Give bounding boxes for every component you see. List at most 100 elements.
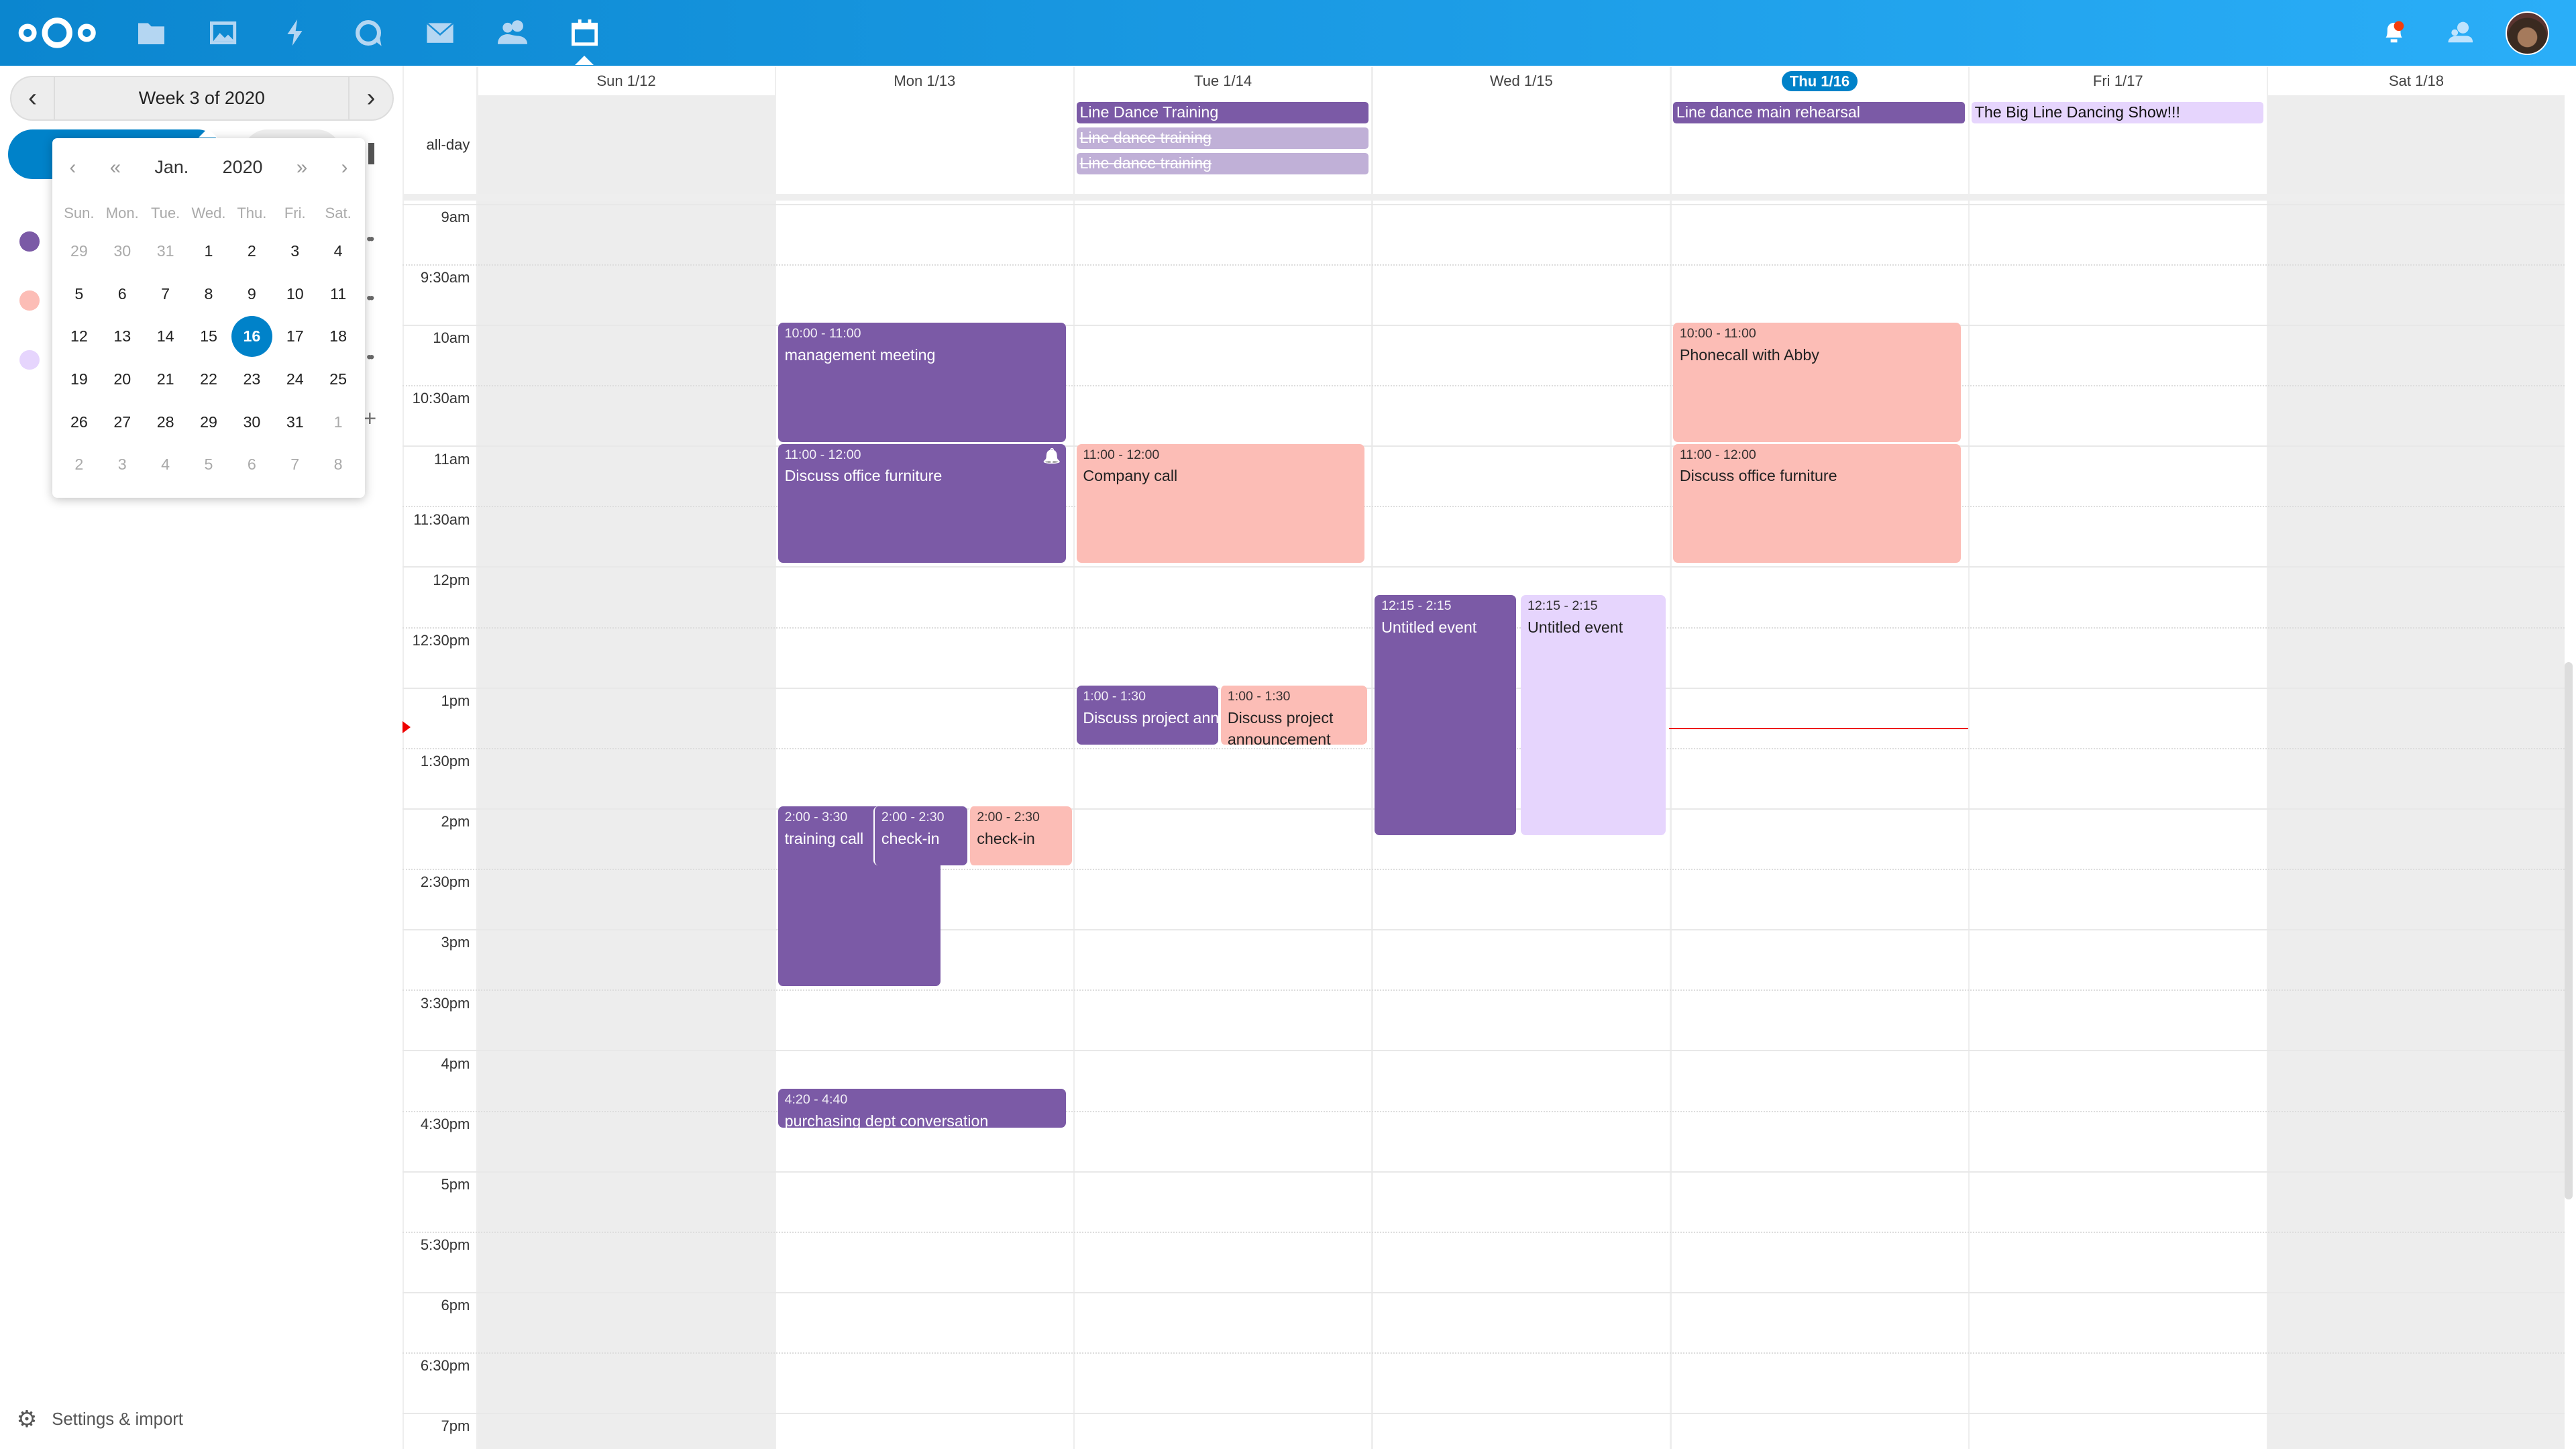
datepicker-day[interactable]: 18 [317, 315, 360, 358]
files-icon[interactable] [135, 16, 168, 49]
datepicker-day[interactable]: 5 [187, 443, 230, 486]
datepicker-day[interactable]: 8 [187, 273, 230, 316]
calendar-scrollbar[interactable] [2564, 661, 2573, 1199]
datepicker-day[interactable]: 24 [274, 358, 317, 401]
previous-month-icon[interactable]: ‹ [69, 156, 76, 178]
datepicker-day[interactable]: 1 [187, 230, 230, 273]
calendar-event[interactable]: 2:00 - 2:30 check-in [969, 806, 1072, 866]
nextcloud-logo[interactable] [16, 16, 98, 49]
datepicker-day[interactable]: 16 [230, 315, 273, 358]
allday-event[interactable]: The Big Line Dancing Show!!! [1971, 101, 2263, 123]
scrollbar-thumb[interactable] [368, 143, 375, 164]
datepicker-day[interactable]: 4 [144, 443, 186, 486]
datepicker-day[interactable]: 9 [230, 273, 273, 316]
datepicker-day[interactable]: 8 [317, 443, 360, 486]
datepicker-day[interactable]: 21 [144, 358, 186, 401]
settings-import-button[interactable]: ⚙ Settings & import [16, 1406, 182, 1433]
calendar-menu-icon[interactable]: •• [366, 229, 374, 248]
datepicker-day[interactable]: 6 [101, 273, 144, 316]
calendar-event[interactable]: 12:15 - 2:15 Untitled event [1375, 595, 1517, 836]
datepicker-day[interactable]: 17 [274, 315, 317, 358]
allday-event[interactable]: Line Dance Training [1076, 101, 1368, 123]
allday-divider [402, 193, 2565, 201]
datepicker-day[interactable]: 1 [317, 401, 360, 444]
next-month-icon[interactable]: › [341, 156, 348, 178]
calendar-menu-icon[interactable]: •• [366, 348, 374, 367]
datepicker-day[interactable]: 11 [317, 273, 360, 316]
datepicker-day[interactable]: 27 [101, 401, 144, 444]
datepicker-day[interactable]: 31 [144, 230, 186, 273]
calendar-event[interactable]: 11:00 - 12:00 Discuss office furniture 🔔 [777, 443, 1066, 564]
calendar-event[interactable]: 2:00 - 3:30 training call [777, 806, 941, 987]
photos-icon[interactable] [207, 16, 240, 49]
datepicker-day[interactable]: 28 [144, 401, 186, 444]
datepicker-day[interactable]: 29 [187, 401, 230, 444]
talk-icon[interactable] [352, 16, 384, 49]
day-header[interactable]: Thu 1/16 [1670, 67, 1968, 96]
mail-icon[interactable] [424, 16, 457, 49]
next-year-icon[interactable]: » [296, 156, 308, 178]
day-header[interactable]: Fri 1/17 [1968, 67, 2267, 96]
datepicker-day[interactable]: 30 [101, 230, 144, 273]
datepicker-year[interactable]: 2020 [222, 157, 263, 178]
week-label-button[interactable]: Week 3 of 2020 [54, 76, 350, 120]
allday-event[interactable]: Line dance main rehearsal [1673, 101, 1965, 123]
day-header[interactable]: Sun 1/12 [476, 67, 775, 96]
calendar-icon[interactable] [568, 16, 601, 49]
datepicker-day[interactable]: 19 [58, 358, 101, 401]
calendar-event[interactable]: 2:00 - 2:30 check-in [873, 806, 967, 866]
calendar-event[interactable]: 10:00 - 11:00 management meeting [777, 323, 1066, 443]
activity-icon[interactable] [279, 16, 312, 49]
add-calendar-icon[interactable]: + [363, 405, 377, 431]
calendar-menu-icon[interactable]: •• [366, 289, 374, 308]
datepicker-day[interactable]: 2 [230, 230, 273, 273]
calendar-event[interactable]: 10:00 - 11:00 Phonecall with Abby [1673, 323, 1961, 443]
notifications-icon[interactable] [2377, 16, 2410, 49]
calendar-event[interactable]: 11:00 - 12:00 Discuss office furniture [1673, 443, 1961, 564]
calendar-color-salmon[interactable] [19, 290, 40, 311]
time-label: 11am [433, 450, 470, 468]
datepicker-day[interactable]: 10 [274, 273, 317, 316]
calendar-color-purple[interactable] [19, 231, 40, 252]
calendar-color-lavender[interactable] [19, 350, 40, 370]
datepicker-day[interactable]: 25 [317, 358, 360, 401]
datepicker-day[interactable]: 3 [101, 443, 144, 486]
previous-week-button[interactable]: ‹ [28, 83, 38, 113]
calendar-event[interactable]: 12:15 - 2:15 Untitled event [1521, 595, 1666, 836]
next-week-button[interactable]: › [366, 83, 376, 113]
day-header[interactable]: Sat 1/18 [2266, 67, 2565, 96]
contacts-menu-icon[interactable] [2443, 16, 2476, 49]
datepicker-day[interactable]: 31 [274, 401, 317, 444]
datepicker-day[interactable]: 20 [101, 358, 144, 401]
datepicker-day[interactable]: 6 [230, 443, 273, 486]
day-header[interactable]: Tue 1/14 [1073, 67, 1372, 96]
calendar-event[interactable]: 4:20 - 4:40 purchasing dept conversation [777, 1088, 1066, 1128]
event-title: check-in [977, 830, 1035, 848]
previous-year-icon[interactable]: « [109, 156, 121, 178]
calendar-event[interactable]: 1:00 - 1:30 Discuss project announcement [1220, 686, 1367, 745]
datepicker-day[interactable]: 7 [274, 443, 317, 486]
datepicker-day[interactable]: 7 [144, 273, 186, 316]
datepicker-day[interactable]: 14 [144, 315, 186, 358]
datepicker-day[interactable]: 13 [101, 315, 144, 358]
allday-event[interactable]: Line dance training [1076, 152, 1368, 174]
datepicker-day[interactable]: 12 [58, 315, 101, 358]
datepicker-day[interactable]: 4 [317, 230, 360, 273]
datepicker-day[interactable]: 15 [187, 315, 230, 358]
datepicker-day[interactable]: 2 [58, 443, 101, 486]
calendar-event[interactable]: 11:00 - 12:00 Company call [1076, 443, 1364, 564]
datepicker-day[interactable]: 22 [187, 358, 230, 401]
datepicker-day[interactable]: 3 [274, 230, 317, 273]
datepicker-day[interactable]: 23 [230, 358, 273, 401]
allday-event[interactable]: Line dance training [1076, 127, 1368, 149]
contacts-icon[interactable] [496, 16, 529, 49]
datepicker-month[interactable]: Jan. [154, 157, 189, 178]
day-header[interactable]: Mon 1/13 [774, 67, 1073, 96]
datepicker-day[interactable]: 30 [230, 401, 273, 444]
datepicker-day[interactable]: 26 [58, 401, 101, 444]
datepicker-day[interactable]: 29 [58, 230, 101, 273]
calendar-event[interactable]: 1:00 - 1:30 Discuss project announcement [1076, 686, 1218, 745]
day-header[interactable]: Wed 1/15 [1371, 67, 1670, 96]
user-avatar[interactable] [2505, 11, 2549, 56]
datepicker-day[interactable]: 5 [58, 273, 101, 316]
